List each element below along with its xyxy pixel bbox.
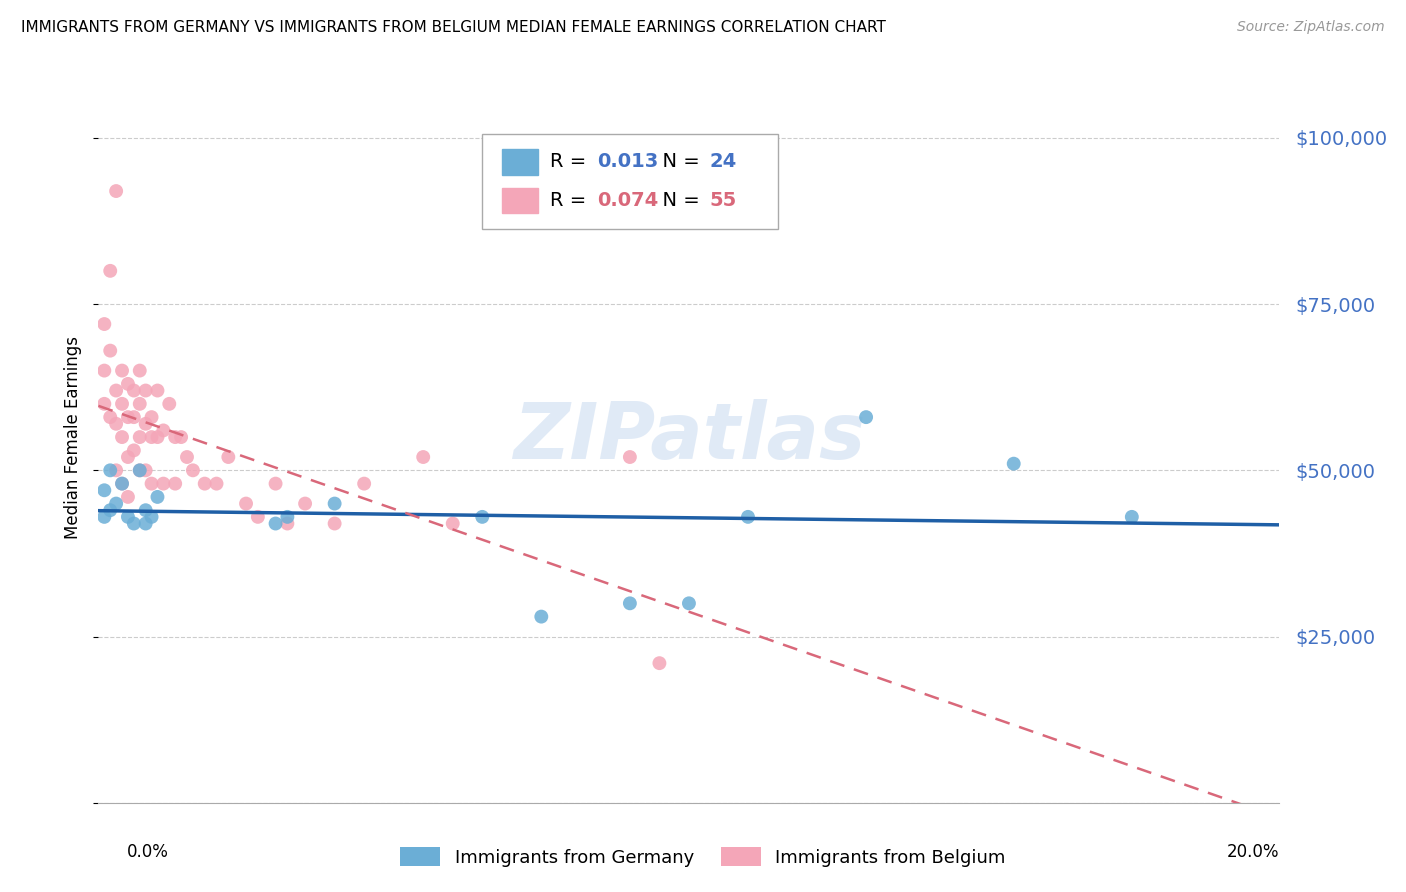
Point: [170, 430, 193, 444]
Point: [146, 384, 169, 398]
FancyBboxPatch shape: [482, 134, 778, 228]
Point: [135, 417, 157, 431]
Point: [1121, 509, 1143, 524]
Point: [135, 516, 157, 531]
Text: ZIPatlas: ZIPatlas: [513, 399, 865, 475]
Point: [141, 430, 163, 444]
Point: [117, 450, 139, 464]
Text: 0.074: 0.074: [596, 191, 658, 210]
Point: [93, 483, 115, 498]
Point: [117, 490, 139, 504]
Point: [194, 476, 217, 491]
Text: N =: N =: [650, 191, 706, 210]
Point: [323, 497, 346, 511]
Point: [141, 410, 163, 425]
Point: [217, 450, 239, 464]
Point: [141, 509, 163, 524]
Point: [128, 463, 150, 477]
Point: [619, 596, 641, 610]
Point: [98, 264, 121, 278]
Point: [135, 463, 157, 477]
Point: [205, 476, 228, 491]
Text: R =: R =: [550, 153, 592, 171]
Point: [648, 656, 671, 670]
Point: [530, 609, 553, 624]
Point: [441, 516, 464, 531]
Point: [176, 450, 198, 464]
Text: R =: R =: [550, 191, 592, 210]
Point: [105, 384, 128, 398]
Point: [246, 509, 269, 524]
Point: [117, 509, 139, 524]
Point: [135, 384, 157, 398]
Text: 24: 24: [709, 153, 737, 171]
Point: [117, 376, 139, 391]
Point: [264, 516, 287, 531]
Bar: [502, 149, 537, 175]
Point: [619, 450, 641, 464]
Point: [111, 397, 134, 411]
Point: [135, 503, 157, 517]
Point: [264, 476, 287, 491]
Point: [111, 430, 134, 444]
Point: [235, 497, 257, 511]
Point: [353, 476, 375, 491]
Text: IMMIGRANTS FROM GERMANY VS IMMIGRANTS FROM BELGIUM MEDIAN FEMALE EARNINGS CORREL: IMMIGRANTS FROM GERMANY VS IMMIGRANTS FR…: [21, 20, 886, 35]
Point: [122, 410, 145, 425]
Point: [181, 463, 204, 477]
Point: [105, 417, 128, 431]
Point: [111, 476, 134, 491]
Point: [128, 397, 150, 411]
Point: [165, 430, 187, 444]
Point: [165, 476, 187, 491]
Point: [128, 430, 150, 444]
Point: [471, 509, 494, 524]
Legend: Immigrants from Germany, Immigrants from Belgium: Immigrants from Germany, Immigrants from…: [394, 840, 1012, 874]
Point: [93, 317, 115, 331]
Point: [98, 503, 121, 517]
Point: [128, 363, 150, 377]
Point: [152, 424, 174, 438]
Point: [98, 410, 121, 425]
Point: [105, 463, 128, 477]
Point: [122, 384, 145, 398]
Text: 20.0%: 20.0%: [1227, 843, 1279, 861]
Point: [111, 476, 134, 491]
Text: 0.0%: 0.0%: [127, 843, 169, 861]
Text: 55: 55: [709, 191, 737, 210]
Point: [412, 450, 434, 464]
Point: [157, 397, 180, 411]
Point: [105, 184, 128, 198]
Point: [93, 397, 115, 411]
Point: [276, 509, 298, 524]
Point: [855, 410, 877, 425]
Bar: [502, 187, 537, 213]
Point: [93, 509, 115, 524]
Text: N =: N =: [650, 153, 706, 171]
Point: [141, 476, 163, 491]
Point: [146, 490, 169, 504]
Point: [737, 509, 759, 524]
Point: [323, 516, 346, 531]
Text: 0.013: 0.013: [596, 153, 658, 171]
Point: [128, 463, 150, 477]
Point: [122, 516, 145, 531]
Point: [98, 463, 121, 477]
Point: [678, 596, 700, 610]
Point: [111, 363, 134, 377]
Point: [146, 430, 169, 444]
Point: [117, 410, 139, 425]
Point: [294, 497, 316, 511]
Point: [276, 516, 298, 531]
Text: Source: ZipAtlas.com: Source: ZipAtlas.com: [1237, 20, 1385, 34]
Point: [122, 443, 145, 458]
Point: [1002, 457, 1025, 471]
Point: [93, 363, 115, 377]
Point: [98, 343, 121, 358]
Point: [152, 476, 174, 491]
Y-axis label: Median Female Earnings: Median Female Earnings: [65, 335, 83, 539]
Point: [105, 497, 128, 511]
